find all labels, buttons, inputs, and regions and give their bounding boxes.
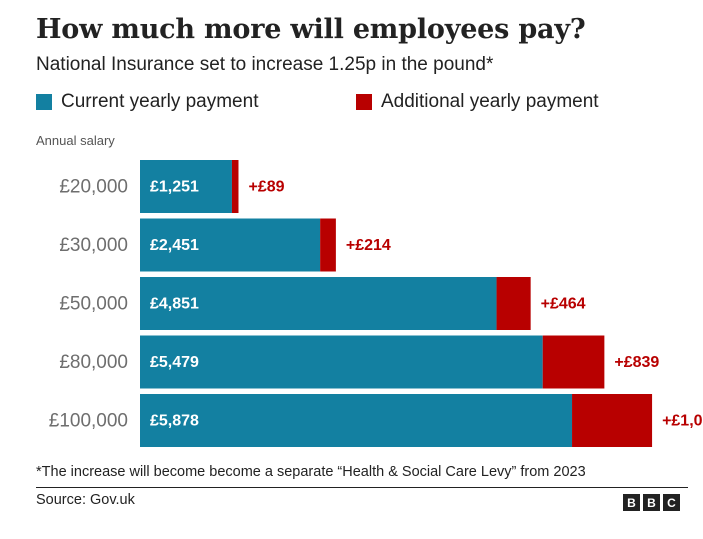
additional-value-label: +£214	[346, 237, 391, 254]
bar-current	[140, 277, 497, 330]
bar-chart: £20,000 £1,251 +£89 £30,000 £2,451 +£214 £50,0…	[49, 160, 703, 447]
bar-additional	[542, 335, 605, 389]
chart-subtitle: National Insurance set to increase 1.25p…	[36, 54, 494, 75]
bar-current	[140, 335, 543, 389]
bar-additional	[231, 160, 239, 213]
legend-swatch-current	[36, 94, 52, 110]
legend-item-additional: Additional yearly payment	[356, 91, 599, 113]
current-value-label: £4,851	[150, 296, 199, 313]
category-label: £50,000	[59, 294, 128, 315]
category-label: £20,000	[59, 177, 128, 198]
legend: Current yearly payment Additional yearly…	[36, 91, 696, 115]
legend-label-additional: Additional yearly payment	[381, 91, 599, 112]
category-label: £100,000	[49, 411, 128, 432]
legend-item-current: Current yearly payment	[36, 91, 258, 113]
bbc-logo-block: B	[623, 494, 640, 511]
additional-value-label: +£839	[614, 354, 659, 371]
bar-additional	[572, 394, 653, 447]
additional-value-label: +£89	[248, 179, 284, 196]
bar-current	[140, 218, 321, 272]
source-text: Source: Gov.uk	[36, 492, 135, 508]
current-value-label: £5,878	[150, 413, 199, 430]
additional-value-label: +£1,089	[662, 413, 703, 430]
chart-title: How much more will employees pay?	[36, 14, 586, 45]
y-axis-label: Annual salary	[36, 133, 115, 148]
current-value-label: £2,451	[150, 237, 199, 254]
bar-additional	[496, 277, 531, 330]
footer-divider	[36, 487, 688, 488]
bbc-logo-block: C	[663, 494, 680, 511]
bar-current	[140, 160, 232, 213]
bbc-logo-block: B	[643, 494, 660, 511]
bbc-logo: B B C	[623, 494, 680, 511]
legend-swatch-additional	[356, 94, 372, 110]
bar-current	[140, 394, 573, 447]
legend-label-current: Current yearly payment	[61, 91, 259, 112]
category-label: £30,000	[59, 235, 128, 256]
bar-additional	[320, 218, 336, 272]
current-value-label: £1,251	[150, 179, 199, 196]
category-label: £80,000	[59, 352, 128, 373]
current-value-label: £5,479	[150, 354, 199, 371]
footnote: *The increase will become become a separ…	[36, 464, 586, 480]
additional-value-label: +£464	[541, 296, 586, 313]
